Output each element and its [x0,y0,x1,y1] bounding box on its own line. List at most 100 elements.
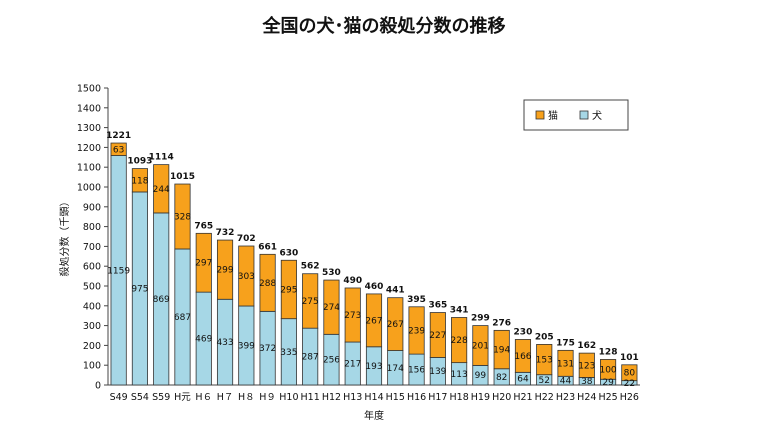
data-label-dog: 399 [238,341,255,351]
data-label-cat: 80 [624,369,636,379]
bar-cat [472,325,489,366]
y-tick-label: 300 [83,321,101,332]
data-label-dog: 287 [302,353,319,363]
bar-cat [429,312,446,358]
y-tick-label: 1000 [77,183,101,194]
bar-cat [408,306,425,355]
y-tick-label: 0 [95,381,101,392]
data-label-cat: 297 [195,259,212,269]
data-label-total: 1221 [106,131,131,141]
data-label-cat: 123 [578,361,595,371]
data-label-total: 661 [258,242,277,252]
bar-cat [493,329,510,370]
y-axis-title: 殺処分数（千頭） [58,197,71,277]
x-tick-label: H16 [407,392,426,403]
data-label-cat: 267 [387,320,404,330]
data-label-total: 299 [471,314,490,324]
data-label-dog: 256 [323,356,340,366]
data-label-total: 732 [216,228,235,238]
data-label-total: 395 [407,295,426,305]
y-tick-label: 800 [83,222,101,233]
data-label-total: 128 [599,347,618,357]
y-tick-label: 900 [83,202,101,213]
data-label-cat: 244 [153,185,170,195]
bar-cat [344,287,361,343]
bar-cat [259,253,276,312]
x-tick-label: H12 [322,392,341,403]
data-label-dog: 64 [517,375,529,385]
data-label-total: 365 [428,301,447,311]
x-tick-label: H11 [301,392,320,403]
bar-cat [280,259,297,320]
y-tick-label: 1300 [77,123,101,134]
data-label-total: 1093 [127,157,152,167]
data-label-dog: 22 [624,379,635,389]
legend-label: 猫 [548,109,558,122]
y-tick-label: 100 [83,361,101,372]
data-label-dog: 139 [429,367,446,377]
data-label-cat: 299 [216,266,233,276]
data-label-dog: 335 [280,348,297,358]
x-tick-label: H10 [279,392,298,403]
x-tick-label: H17 [428,392,447,403]
data-label-cat: 303 [238,272,255,282]
x-tick-label: H７ [217,392,234,403]
data-label-total: 441 [386,286,405,296]
chart-title: 全国の犬･猫の殺処分数の推移 [262,16,506,37]
data-label-cat: 227 [429,331,446,341]
bar-cat [174,183,191,250]
bar-cat [365,293,383,348]
legend-swatch [535,110,545,120]
data-label-total: 1015 [170,172,195,182]
data-label-dog: 217 [344,360,361,370]
x-tick-label: H15 [386,392,405,403]
data-label-total: 1114 [149,153,174,163]
data-label-cat: 228 [451,336,468,346]
data-label-total: 630 [279,248,298,258]
bar-cat [557,349,574,377]
y-tick-label: 1400 [77,103,101,114]
data-label-total: 341 [450,305,469,315]
x-tick-label: H６ [195,392,212,403]
bar-cat [195,232,212,293]
data-label-dog: 113 [451,370,468,380]
data-label-dog: 156 [408,366,425,376]
bar-cat [323,279,340,335]
x-tick-label: H元 [174,392,191,403]
x-tick-label: H８ [238,392,255,403]
y-tick-label: 1500 [77,84,101,95]
x-tick-label: H24 [577,392,596,403]
data-label-dog: 433 [216,338,233,348]
data-label-total: 490 [343,276,362,286]
data-label-cat: 273 [344,311,361,321]
data-label-dog: 52 [539,376,550,386]
bar-cat [451,317,468,364]
bar-cat [216,239,234,300]
data-label-cat: 194 [493,346,510,356]
legend-label: 犬 [592,109,602,122]
data-label-dog: 1159 [107,266,130,276]
data-label-total: 562 [301,262,320,272]
data-label-cat: 288 [259,279,276,289]
y-tick-label: 200 [83,341,101,352]
y-tick-label: 600 [83,262,101,273]
data-label-cat: 295 [280,285,297,295]
data-label-cat: 63 [113,145,124,155]
data-label-cat: 267 [365,316,382,326]
data-label-dog: 687 [174,313,191,323]
data-label-cat: 100 [599,365,616,375]
bar-cat [131,168,148,193]
data-label-cat: 239 [408,326,425,336]
data-label-dog: 469 [195,335,212,345]
x-tick-label: H26 [620,392,639,403]
data-label-dog: 82 [496,373,507,383]
data-label-dog: 44 [560,377,572,387]
x-tick-label: H25 [598,392,617,403]
data-label-dog: 38 [581,377,593,387]
data-label-dog: 869 [153,295,170,305]
x-tick-label: H14 [364,392,383,403]
x-axis-title: 年度 [364,409,384,422]
x-tick-label: H９ [259,392,276,403]
